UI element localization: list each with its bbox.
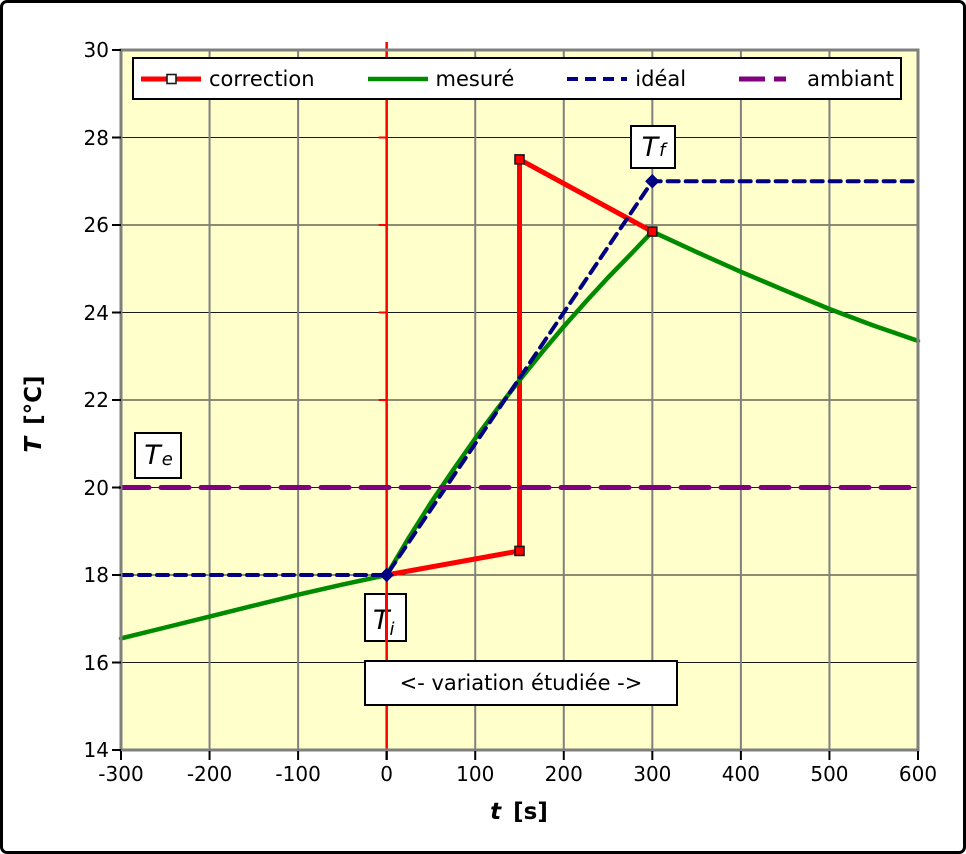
legend-label-idéal: idéal: [635, 66, 687, 91]
series-line-idéal: [119, 179, 920, 577]
x-tick-label-0: 0: [380, 762, 394, 786]
legend-sample-mesuré: [367, 76, 428, 81]
x-tick-label--300: -300: [98, 762, 144, 786]
ti-subscript: i: [390, 619, 395, 640]
x-tick-label-400: 400: [721, 762, 760, 786]
marker-square-correction: [514, 545, 525, 557]
y-axis-unit: [°C]: [21, 375, 47, 425]
tf-label: T: [641, 131, 659, 163]
x-tick-label--100: -100: [275, 762, 321, 786]
te-label: T: [144, 440, 161, 471]
variation-label: <- variation étudiée ->: [399, 671, 643, 695]
legend-marker-correction: [166, 73, 177, 84]
x-axis-variable: t: [490, 799, 502, 825]
legend-item-idéal: idéal: [566, 67, 686, 91]
chart-legend: correction mesuré idéal ambiant: [132, 57, 902, 100]
marker-square-correction: [514, 154, 525, 165]
legend-sample-correction: [141, 73, 202, 84]
marker-diamond-idéal: [645, 174, 660, 189]
series-line-correction: [384, 156, 655, 578]
calorimetry-chart: Ti: [112, 42, 921, 760]
legend-label-correction: correction: [209, 66, 315, 91]
time-zero-axis-overlay: [385, 593, 388, 642]
x-tick-label-600: 600: [898, 762, 938, 786]
x-tick-label-200: 200: [544, 762, 583, 786]
y-tick-label-30: 30: [83, 38, 109, 62]
y-tick-label-16: 16: [83, 650, 109, 675]
y-tick-label-26: 26: [83, 213, 109, 237]
legend-item-mesuré: mesuré: [367, 66, 515, 91]
legend-item-ambiant: ambiant: [738, 67, 894, 91]
annotation-studied-variation: <- variation étudiée ->: [364, 660, 678, 706]
x-tick-label-500: 500: [810, 762, 849, 786]
legend-item-correction: correction: [140, 67, 315, 91]
y-axis-title: T [°C]: [21, 314, 51, 514]
y-tick-label-18: 18: [83, 563, 109, 587]
legend-label-mesuré: mesuré: [435, 66, 515, 91]
marker-diamond-idéal: [379, 567, 394, 583]
y-tick-label-28: 28: [83, 125, 109, 150]
y-tick-label-20: 20: [83, 475, 109, 500]
y-tick-label-14: 14: [83, 738, 109, 762]
y-tick-label-24: 24: [83, 300, 109, 325]
x-axis-unit: [s]: [513, 799, 548, 825]
x-axis-title: t [s]: [429, 799, 609, 825]
y-axis-variable: T: [21, 436, 47, 453]
legend-sample-idéal: [567, 76, 628, 81]
x-tick-label--200: -200: [186, 762, 233, 786]
x-tick-label-300: 300: [633, 762, 672, 786]
series-line-mesuré: [118, 229, 921, 641]
marker-square-correction: [647, 226, 658, 237]
legend-label-ambiant: ambiant: [807, 66, 894, 91]
y-tick-label-22: 22: [83, 388, 109, 412]
x-tick-label-100: 100: [456, 762, 495, 786]
legend-sample-ambiant: [739, 76, 800, 81]
